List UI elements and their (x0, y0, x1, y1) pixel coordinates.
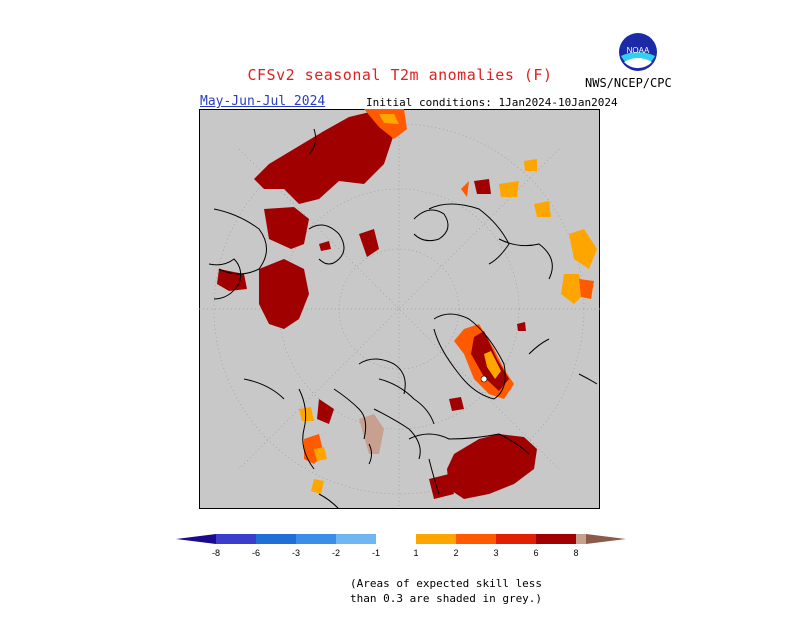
color-legend: -8 -6 -3 -2 -1 1 2 3 6 8 (176, 534, 626, 558)
map-title: CFSv2 seasonal T2m anomalies (F) (247, 66, 553, 84)
legend-label: -2 (332, 548, 340, 558)
polar-map (199, 109, 600, 509)
legend-label: 2 (453, 548, 458, 558)
agency-label: NWS/NCEP/CPC (585, 76, 672, 90)
skill-note-line1: (Areas of expected skill less (350, 577, 543, 590)
legend-label: -8 (212, 548, 220, 558)
skill-note-line2: than 0.3 are shaded in grey.) (350, 592, 543, 605)
logo-text: NOAA (627, 46, 650, 55)
legend-label: -6 (252, 548, 260, 558)
legend-label: 8 (573, 548, 578, 558)
legend-label: 3 (493, 548, 498, 558)
forecast-period: May-Jun-Jul 2024 (200, 94, 326, 109)
coastlines (208, 128, 598, 509)
noaa-logo: NOAA (619, 33, 657, 71)
legend-label: -3 (292, 548, 300, 558)
legend-label: 1 (413, 548, 418, 558)
legend-label: 6 (533, 548, 538, 558)
initial-conditions: Initial conditions: 1Jan2024-10Jan2024 (366, 96, 618, 109)
legend-label: -1 (372, 548, 380, 558)
anomaly-patches (217, 109, 597, 499)
